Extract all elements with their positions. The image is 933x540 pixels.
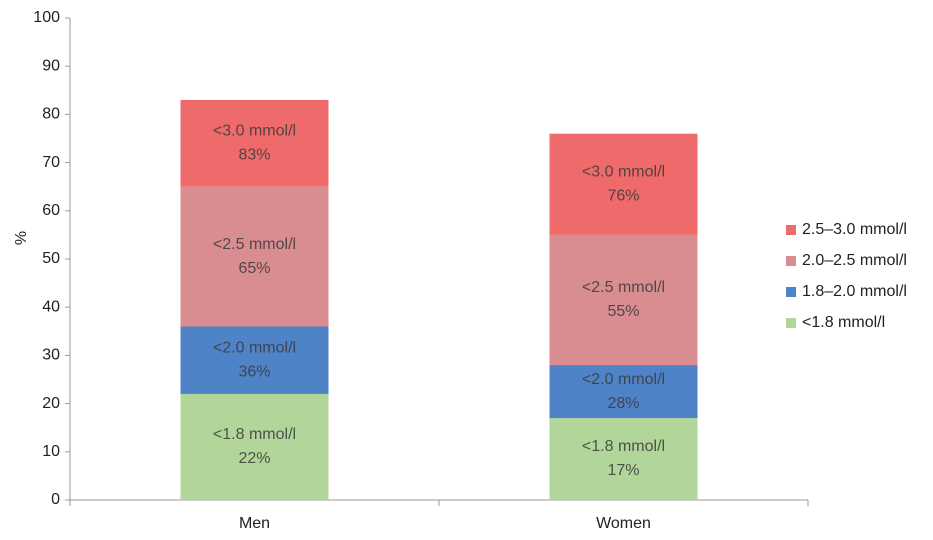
y-tick-label: 100 [33,9,60,26]
y-tick-label: 70 [42,154,60,171]
y-tick-label: 90 [42,57,60,74]
y-tick-label: 0 [51,491,60,508]
legend-swatch [786,318,796,328]
y-tick-label: 30 [42,347,60,364]
y-tick-label: 80 [42,106,60,123]
segment-label: 17% [607,462,639,479]
bar-segment [549,133,698,235]
legend-label: <1.8 mmol/l [802,314,885,331]
segment-label: 55% [607,303,639,320]
segment-label: 28% [607,395,639,412]
segment-label: <3.0 mmol/l [213,123,296,140]
legend-label: 1.8–2.0 mmol/l [802,283,907,300]
x-tick-label: Women [596,515,651,532]
y-tick-label: 10 [42,443,60,460]
bar-segment [549,365,698,419]
y-axis-label: % [13,231,30,245]
segment-label: <1.8 mmol/l [582,438,665,455]
y-tick-label: 50 [42,250,60,267]
bar-segment [180,393,329,500]
legend-swatch [786,256,796,266]
segment-label: <3.0 mmol/l [582,164,665,181]
legend-label: 2.0–2.5 mmol/l [802,252,907,269]
segment-label: 36% [238,363,270,380]
bar-segment [180,186,329,327]
segment-label: <2.5 mmol/l [213,236,296,253]
segment-label: 22% [238,450,270,467]
bar-segment [549,234,698,366]
segment-label: 65% [238,260,270,277]
legend-label: 2.5–3.0 mmol/l [802,221,907,238]
legend-swatch [786,225,796,235]
bar-segment [180,326,329,394]
y-tick-label: 60 [42,202,60,219]
bar-segment [549,418,698,500]
segment-label: 76% [607,188,639,205]
bar-segment [180,99,329,187]
segment-label: 83% [238,147,270,164]
y-tick-label: 40 [42,298,60,315]
segment-label: <1.8 mmol/l [213,426,296,443]
segment-label: <2.0 mmol/l [213,339,296,356]
y-tick-label: 20 [42,395,60,412]
segment-label: <2.0 mmol/l [582,371,665,388]
segment-label: <2.5 mmol/l [582,279,665,296]
legend-swatch [786,287,796,297]
x-tick-label: Men [239,515,270,532]
